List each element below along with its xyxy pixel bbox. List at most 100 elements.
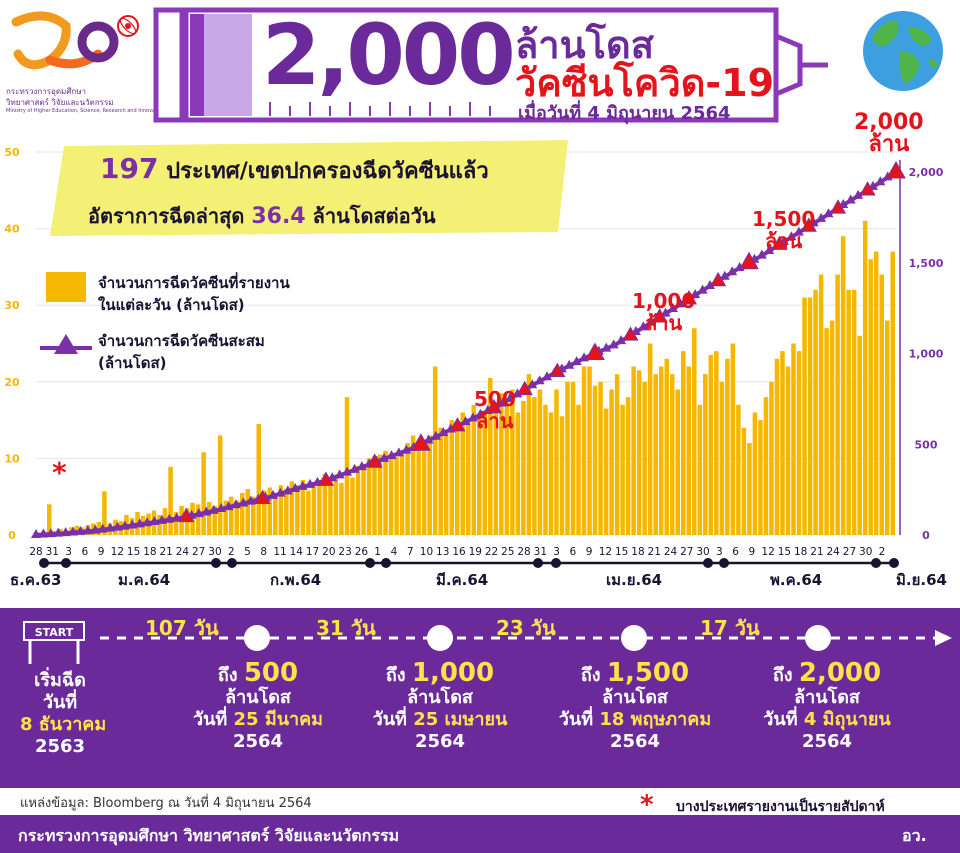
daily-bar [681,351,686,535]
headline-subject: วัคซีนโควิด-19 [515,61,775,105]
daily-bar [399,450,405,535]
cumulative-marker [853,189,864,199]
x-tick-label: 3 [716,546,723,558]
month-may64: พ.ค.64 [770,571,823,589]
daily-bar [438,427,443,535]
cumulative-marker [45,528,56,538]
daily-bar [245,489,250,535]
daily-bar [322,473,328,535]
headline-date: เมื่อวันที่ 4 มิถุนายน 2564 [518,103,731,124]
daily-bar [273,492,278,535]
cumulative-marker [142,517,153,527]
daily-bar [306,490,311,535]
cumulative-marker [379,452,390,462]
month-axis [39,558,899,568]
x-tick-label: 27 [680,546,693,558]
x-tick-label: 24 [827,546,841,558]
x-tick-label: 15 [778,546,791,558]
daily-bar [581,366,587,535]
cumulative-marker [112,521,123,531]
y-left-tick: 20 [4,376,20,389]
cumulative-marker [82,525,93,535]
start-sign-text: START [35,626,74,639]
countries-stat: 197 ประเทศ/เขตปกครองฉีดวัคซีนแล้ว [100,152,489,188]
daily-bar [609,389,614,535]
daily-bar [466,420,471,535]
month-apr64: เม.ย.64 [606,571,663,589]
daily-bar [543,404,548,535]
legend-line-line1: จำนวนการฉีดวัคซีนสะสม [98,332,265,350]
daily-bar [846,289,851,535]
x-tick-label: 13 [436,546,449,558]
rate-prefix: อัตราการฉีดล่าสุด [88,204,245,228]
milestone-info-2000: ถึง 2,000 ล้านโดส วันที่ 4 มิถุนายน 2564 [763,658,891,752]
daily-bar [669,374,675,535]
daily-bar [774,358,780,535]
cumulative-marker [171,512,182,522]
milestone-marker [651,308,668,323]
daily-bar [763,397,769,535]
daily-bar [482,412,488,535]
daily-bar [493,404,499,535]
x-tick-label: 21 [648,546,661,558]
cumulative-marker [430,430,441,440]
y-left-tick: 40 [4,223,20,236]
highlight-box [50,140,568,236]
daily-bar [785,366,791,535]
daily-bar [256,423,262,535]
x-tick-label: 6 [81,546,88,558]
daily-bar [168,466,173,535]
daily-bar [642,381,647,535]
legend-line-line2: (ล้านโดส) [98,354,167,372]
daily-bar [300,479,306,535]
cumulative-marker [386,450,397,460]
daily-bar [102,491,107,535]
legend-line-swatch [40,334,92,354]
cumulative-marker [475,408,486,418]
daily-bar [460,412,465,535]
daily-bar [521,400,526,535]
cumulative-marker [645,316,656,326]
milestone-marker [317,471,334,486]
daily-bar [471,404,477,535]
cumulative-marker [216,502,227,512]
daily-bar [499,393,504,535]
mhesi-logo-icon [11,11,139,70]
milestone-marker [549,362,566,377]
headline-unit: ล้านโดส [515,23,654,67]
x-tick-label: 6 [732,546,739,558]
cumulative-marker [875,176,886,186]
cumulative-marker [238,497,249,507]
daily-bar [427,435,432,535]
daily-bar [647,343,653,535]
daily-bar [631,366,636,535]
x-tick-label: 24 [176,546,190,558]
cumulative-marker [793,226,804,236]
cumulative-marker [564,359,575,369]
x-tick-label: 18 [143,546,156,558]
cumulative-marker [68,526,79,536]
x-tick-label: 14 [290,546,304,558]
daily-bar [333,477,339,535]
rate-suffix: ล้านโดสต่อวัน [312,204,436,228]
y-left-tick: 0 [8,529,16,542]
cumulative-marker [90,524,101,534]
daily-bar [421,439,427,535]
milestone-marker [449,417,466,432]
month-axis-dot [533,558,543,568]
x-tick-label: 9 [749,546,756,558]
daily-bar [234,500,239,535]
daily-bar [884,320,890,535]
interval-1: 107 วัน [145,616,219,640]
cumulative-marker [305,478,316,488]
x-tick-label: 15 [127,546,140,558]
cumulative-marker [786,231,797,241]
milestone-marker [771,235,788,250]
daily-bar [537,389,543,535]
milestone-info-500: ถึง 500 ล้านโดส วันที่ 25 มีนาคม 2564 [192,658,324,752]
daily-bar [636,370,642,535]
month-axis-dot [381,558,391,568]
cumulative-marker [675,298,686,308]
footer-bar [0,815,960,853]
